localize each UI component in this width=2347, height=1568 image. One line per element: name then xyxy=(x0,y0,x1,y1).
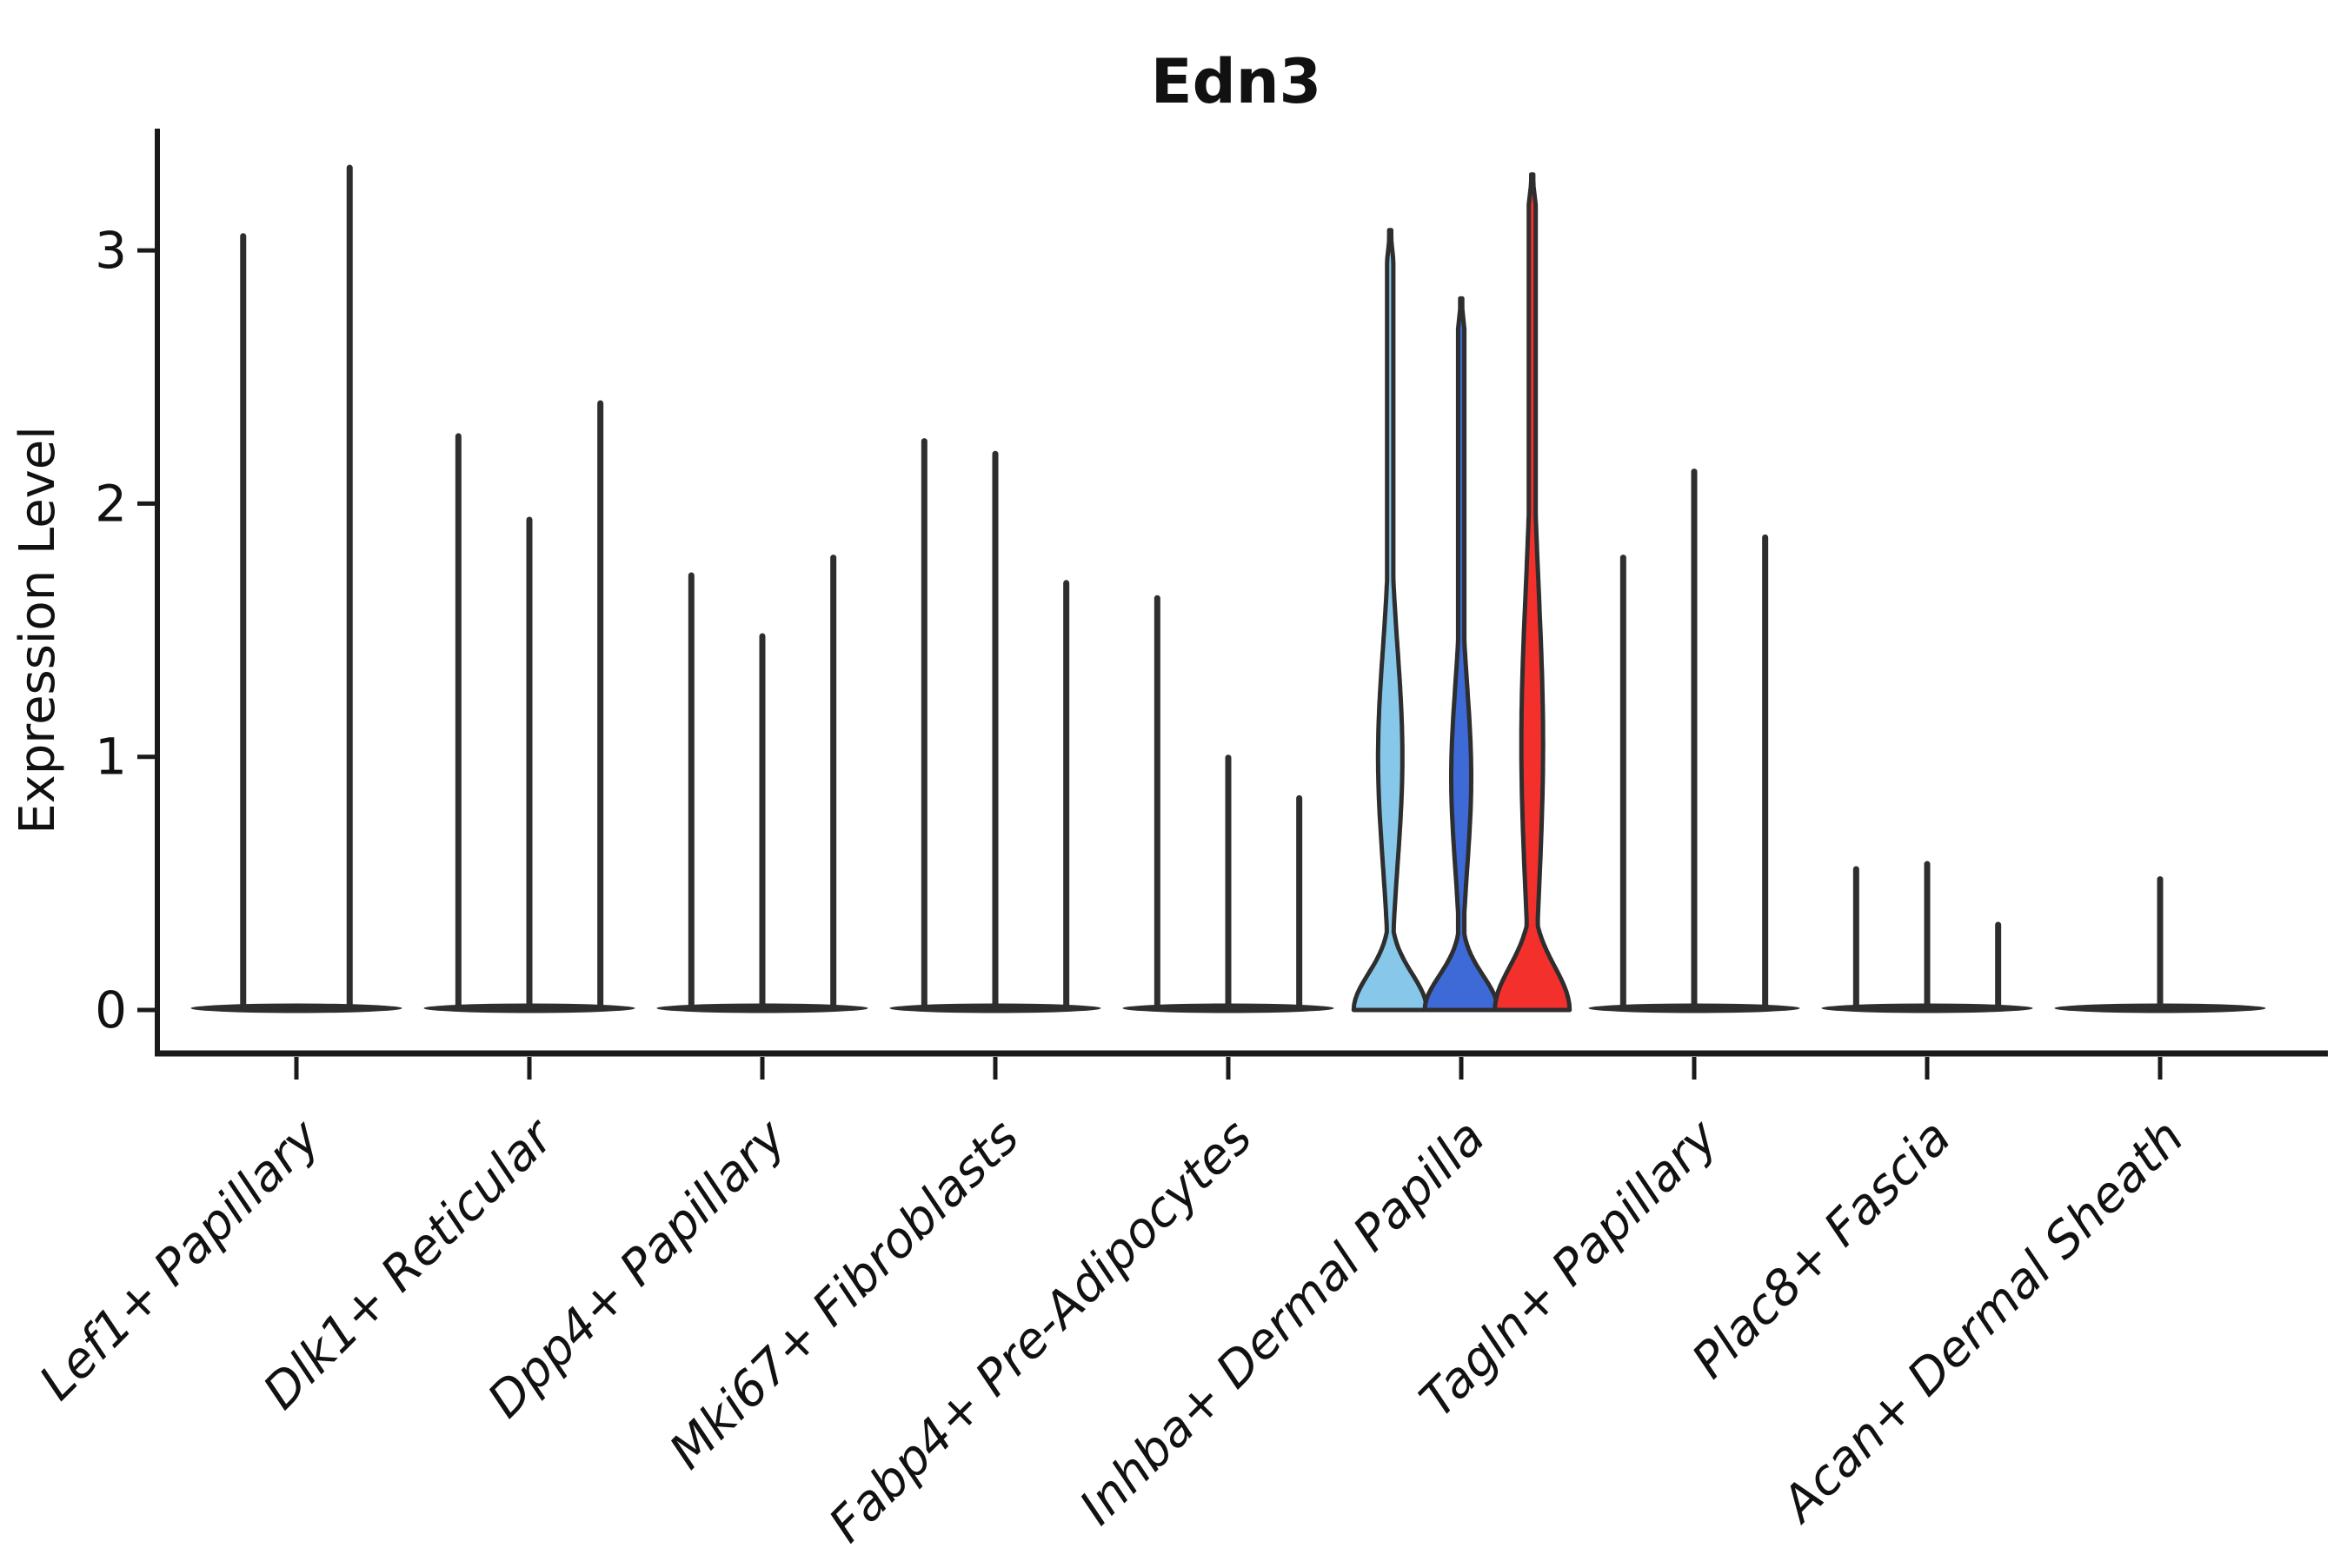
y-tick-label: 0 xyxy=(95,980,127,1040)
y-tick-label: 2 xyxy=(95,474,127,533)
axes-layer xyxy=(137,129,2328,1080)
x-tick-label: Fabp4+ Pre-Adipocytes xyxy=(819,1109,1263,1553)
violin-layer xyxy=(190,164,2266,1013)
violin-base xyxy=(190,1003,402,1013)
violin-highlighted xyxy=(1351,228,1429,1013)
y-tick-label: 1 xyxy=(95,728,127,787)
violin-highlighted xyxy=(1422,296,1500,1013)
x-tick-label: Acan+ Dermal Sheath xyxy=(1770,1109,2195,1534)
violin-highlighted xyxy=(1493,172,1572,1013)
y-axis-label: Expression Level xyxy=(10,426,66,834)
y-tick-label: 3 xyxy=(95,221,127,280)
plot-title: Edn3 xyxy=(1151,46,1321,117)
x-tick-label: Inhba+ Dermal Papilla xyxy=(1069,1109,1496,1536)
